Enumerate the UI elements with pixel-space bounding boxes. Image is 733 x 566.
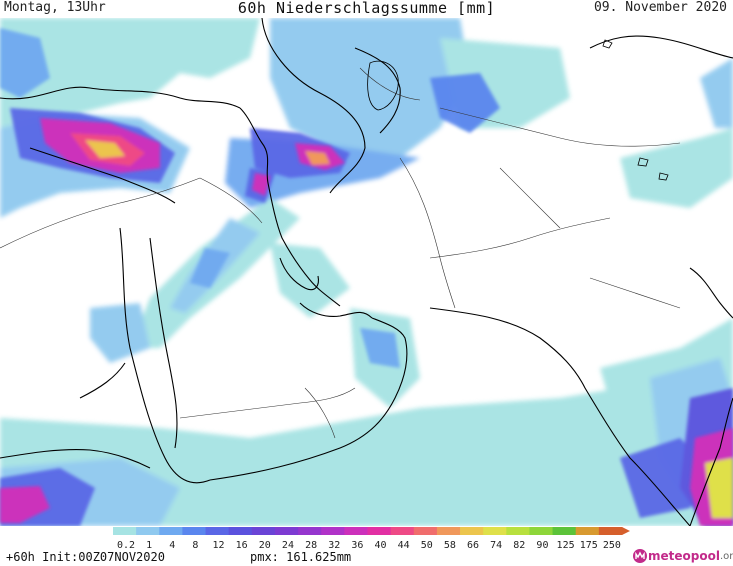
legend-tick-label: 1 xyxy=(146,540,152,551)
legend-swatch xyxy=(228,527,253,535)
legend-swatch xyxy=(506,527,530,535)
legend-tick-label: 125 xyxy=(557,540,575,551)
meteopool-logo-icon xyxy=(633,549,647,563)
legend-swatch xyxy=(598,527,623,535)
legend-swatch xyxy=(367,527,392,535)
legend-tick-label: 90 xyxy=(536,540,548,551)
lakes xyxy=(367,39,669,181)
legend-tick-label: 8 xyxy=(192,540,198,551)
legend-swatch xyxy=(552,527,577,535)
legend-tick-label: 50 xyxy=(421,540,433,551)
legend-swatch xyxy=(390,527,415,535)
precip-field-heavy xyxy=(0,118,733,526)
forecast-time-label: Montag, 13Uhr xyxy=(4,0,106,15)
country-borders xyxy=(0,67,681,439)
init-time-label: +60h Init:00Z07NOV2020 xyxy=(6,550,165,564)
legend-swatch xyxy=(344,527,368,535)
legend-tick-label: 4 xyxy=(169,540,175,551)
legend-ticks: 0.2 1 4 8 12 16 20 24 28 32 36 40 44 50 58 66 74 82 90 125 1… xyxy=(117,540,621,551)
legend-tick-label: 175 xyxy=(580,540,598,551)
legend-tick-label: 250 xyxy=(603,540,621,551)
legend-tick-label: 74 xyxy=(490,540,502,551)
legend-tick-label: 82 xyxy=(513,540,525,551)
legend-swatch xyxy=(321,527,345,535)
legend-tick-label: 44 xyxy=(398,540,410,551)
legend-swatch xyxy=(460,527,484,535)
legend-tick-label: 28 xyxy=(305,540,317,551)
legend-swatch xyxy=(274,527,299,535)
brand-logo[interactable]: meteopool.org xyxy=(632,548,733,564)
legend-tick-label: 16 xyxy=(236,540,248,551)
map-footer: 0.2 1 4 8 12 16 20 24 28 32 36 40 44 50 58 66 74 82 90 125 1… xyxy=(0,526,733,566)
legend-swatch xyxy=(251,527,276,535)
legend-swatch xyxy=(575,527,600,535)
legend-tick-label: 20 xyxy=(259,540,271,551)
precipitation-map xyxy=(0,18,733,526)
brand-name: meteopool xyxy=(648,549,720,563)
map-title: 60h Niederschlagssumme [mm] xyxy=(237,0,496,17)
legend-tick-label: 32 xyxy=(328,540,340,551)
legend-swatch xyxy=(436,527,461,535)
map-header: Montag, 13Uhr 60h Niederschlagssumme [mm… xyxy=(0,0,733,18)
legend-swatch xyxy=(182,527,206,535)
legend-tick-label: 12 xyxy=(213,540,225,551)
precip-field-light xyxy=(0,18,733,526)
coastlines xyxy=(0,18,733,526)
max-precip-label: pmx: 161.625mm xyxy=(250,550,352,564)
legend-tick-label: 36 xyxy=(351,540,363,551)
brand-tld: .org xyxy=(719,550,733,562)
legend-arrow xyxy=(622,527,630,535)
legend-tick-label: 40 xyxy=(374,540,386,551)
legend-tick-label: 24 xyxy=(282,540,294,551)
legend-swatch xyxy=(529,527,553,535)
legend-swatch xyxy=(205,527,230,535)
legend-swatch xyxy=(413,527,438,535)
legend-swatch xyxy=(483,527,507,535)
legend-swatch xyxy=(136,527,160,535)
legend-swatch xyxy=(159,527,183,535)
legend-swatches xyxy=(113,527,623,535)
legend-swatch xyxy=(113,527,137,535)
forecast-date-label: 09. November 2020 xyxy=(593,0,727,15)
legend-tick-label: 58 xyxy=(444,540,456,551)
legend-tick-label: 66 xyxy=(467,540,479,551)
precipitation-legend: 0.2 1 4 8 12 16 20 24 28 32 36 40 44 50 58 66 74 82 90 125 1… xyxy=(113,527,630,551)
legend-tick-label: 0.2 xyxy=(117,540,135,551)
legend-swatch xyxy=(298,527,322,535)
